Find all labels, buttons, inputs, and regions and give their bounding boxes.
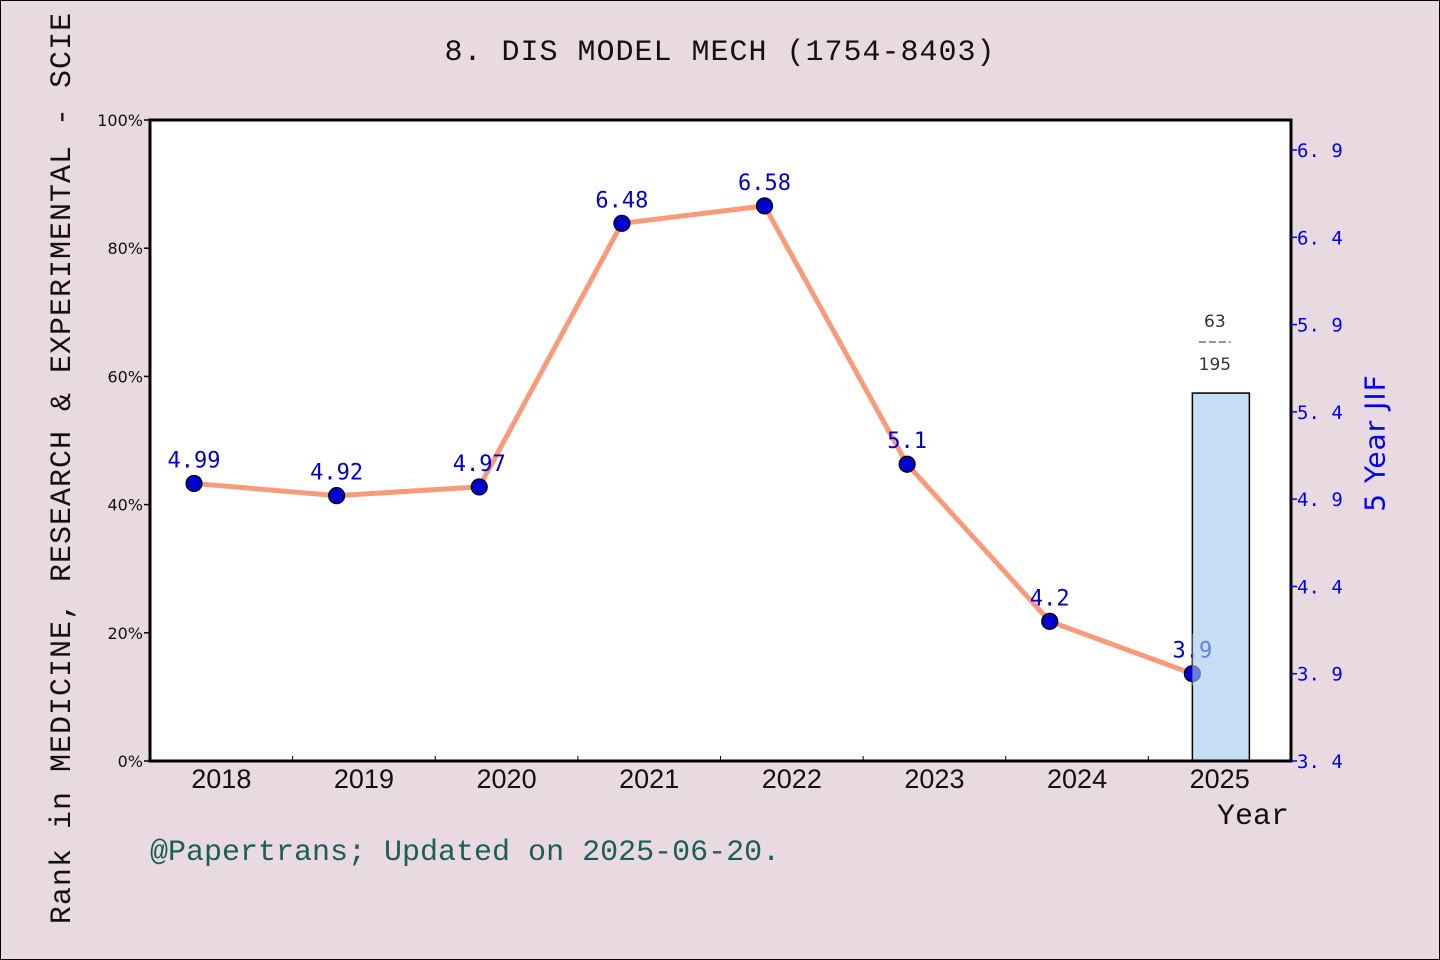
bar-rank-label: 63 (1204, 312, 1226, 332)
right-axis-label: 5 Year JIF (1358, 374, 1392, 512)
right-tick-label: 6. 9 (1297, 140, 1343, 162)
data-point-label: 4.2 (1030, 586, 1070, 611)
left-tick-label: 100% (97, 111, 143, 130)
x-tick-label: 2018 (191, 764, 251, 794)
left-tick-label: 80% (107, 239, 143, 258)
left-tick-label: 20% (107, 624, 143, 643)
right-tick-label: 6. 4 (1297, 227, 1343, 249)
data-point-label: 4.97 (453, 452, 506, 477)
left-tick-label: 0% (118, 752, 143, 771)
x-axis-ticks: 2018 2019 2020 2021 2022 2023 2024 2025 (191, 756, 1250, 794)
chart-title: 8. DIS MODEL MECH (1754-8403) (444, 36, 996, 70)
rank-bar (1191, 392, 1251, 762)
line-series: 4.994.924.976.486.585.14.23.9 (168, 171, 1223, 686)
data-point-marker (328, 487, 346, 505)
right-axis-ticks: 3. 4 3. 9 4. 4 4. 9 5. 4 5. 9 6. 4 6. 9 (1291, 140, 1343, 773)
x-tick-label: 2022 (762, 764, 822, 794)
left-tick-label: 40% (107, 496, 143, 515)
x-tick-label: 2023 (904, 764, 964, 794)
x-tick-label: 2020 (477, 764, 537, 794)
data-point-marker (185, 474, 203, 493)
data-point-marker (898, 455, 916, 473)
x-tick-label: 2024 (1047, 764, 1107, 794)
x-tick-label: 2025 (1190, 764, 1250, 794)
data-point-label: 4.99 (168, 448, 221, 473)
data-point-label: 5.1 (887, 429, 927, 454)
data-point-marker (1041, 612, 1059, 630)
right-tick-label: 5. 4 (1297, 402, 1343, 424)
bars-layer: 63 195 (1191, 312, 1251, 762)
left-tick-label: 60% (107, 367, 143, 386)
plot-background (150, 120, 1291, 761)
data-point-label: 4.92 (310, 461, 363, 486)
bar-total-label: 195 (1199, 355, 1231, 375)
right-tick-label: 3. 4 (1297, 751, 1343, 773)
data-point-marker (470, 478, 488, 496)
left-axis-label: Rank in MEDICINE, RESEARCH & EXPERIMENTA… (46, 11, 80, 925)
right-tick-label: 4. 4 (1297, 576, 1343, 598)
plot-area (150, 120, 1291, 761)
footer-credit: @Papertrans; Updated on 2025-06-20. (150, 836, 781, 870)
data-point-label: 6.58 (738, 171, 791, 196)
data-point-marker (755, 197, 774, 215)
jif-line (193, 203, 1194, 677)
x-tick-label: 2021 (619, 764, 679, 794)
bar-overlay (1192, 633, 1223, 686)
data-point-label: 6.48 (595, 188, 648, 213)
x-tick-label: 2019 (334, 764, 394, 794)
x-axis-label: Year (1217, 800, 1290, 834)
right-tick-label: 4. 9 (1297, 489, 1343, 511)
right-tick-label: 3. 9 (1297, 664, 1343, 686)
left-axis-ticks: 0% 20% 40% 60% 80% 100% (97, 111, 150, 771)
data-point-marker (613, 214, 631, 232)
right-tick-label: 5. 9 (1297, 315, 1343, 337)
